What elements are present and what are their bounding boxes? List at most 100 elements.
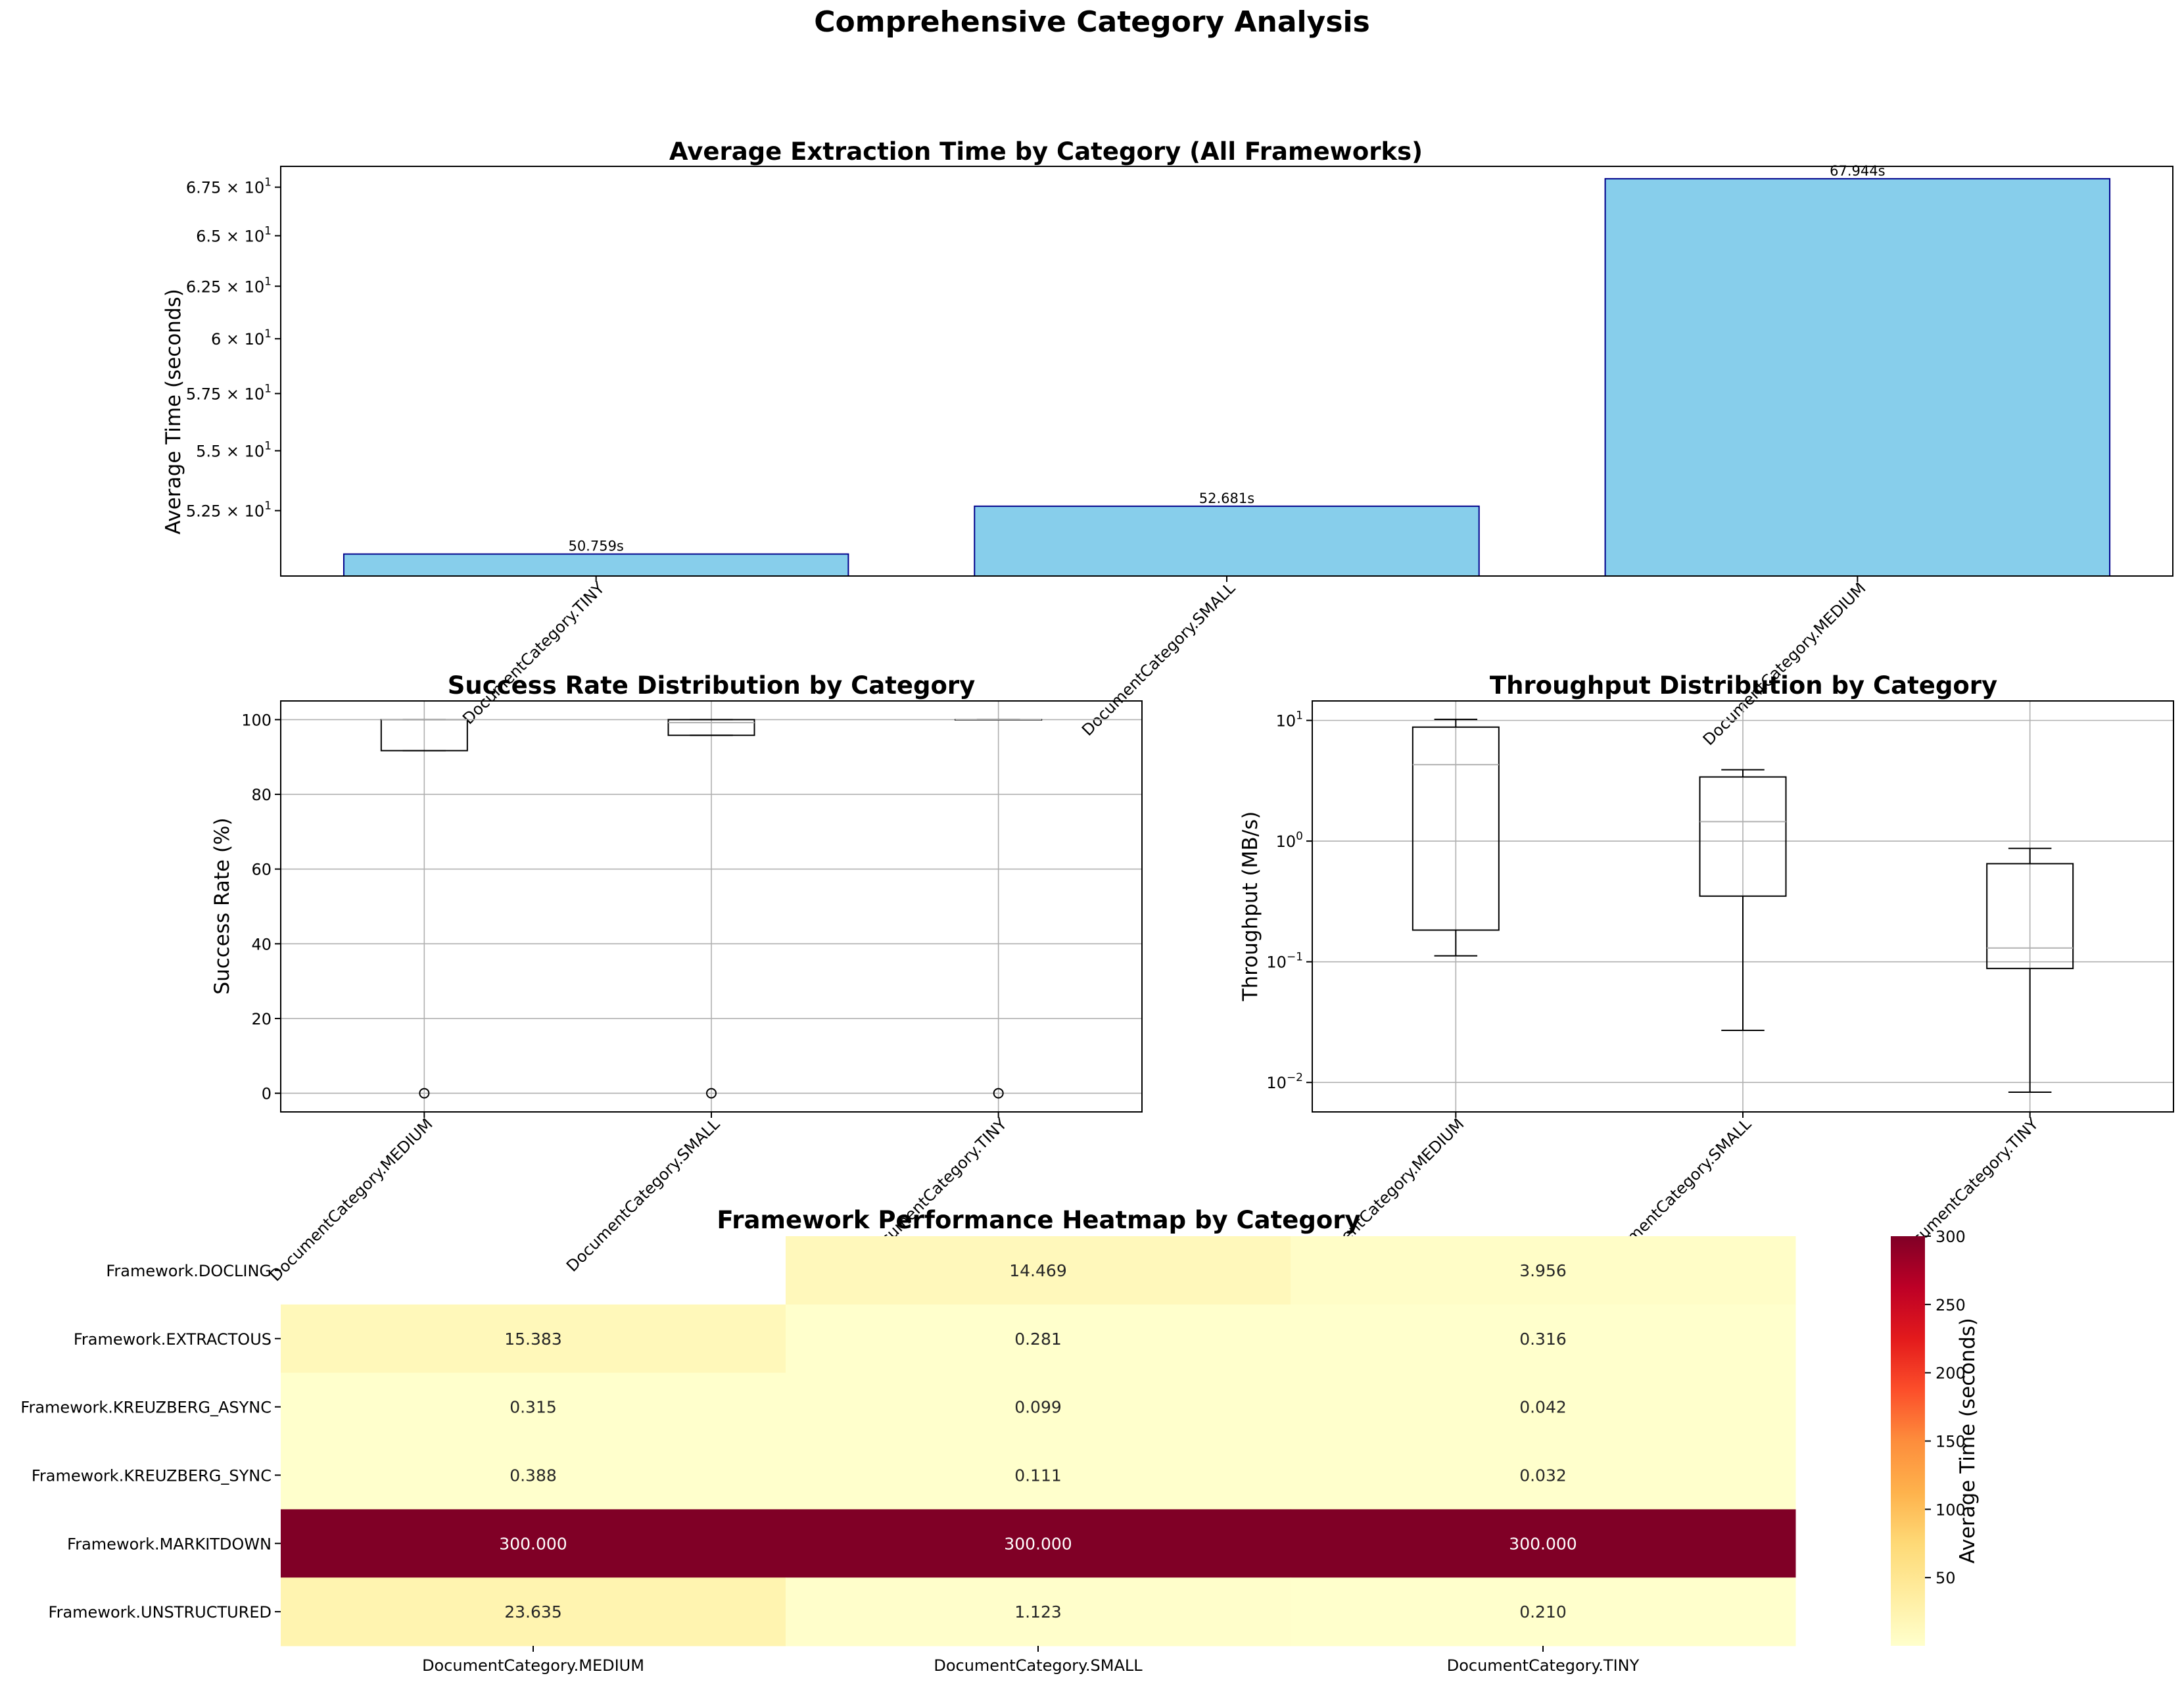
bar-chart-y-axis-label: Average Time (seconds) [162, 289, 185, 535]
y-tick-label: 20 [251, 1010, 272, 1028]
heatmap-cell [786, 1236, 1291, 1305]
heatmap-value-label: 3.956 [1519, 1261, 1567, 1280]
outlier-point [419, 1088, 430, 1099]
heatmap-value-label: 0.315 [510, 1398, 557, 1417]
x-tick-label: DocumentCategory.SMALL [1078, 579, 1239, 740]
heatmap-value-label: 0.316 [1519, 1330, 1567, 1349]
heatmap-panel: 14.469 3.956 15.383 0.281 0.316 0.315 0.099 0.0… [20, 1206, 1980, 1675]
bar-chart-frame [280, 166, 2173, 577]
y-tick-label: 60 [251, 861, 272, 879]
y-tick-label: 5.75 × 101 [186, 383, 272, 404]
heatmap-value-label: 0.111 [1014, 1466, 1062, 1485]
colorbar-tick-label: 50 [1935, 1569, 1956, 1587]
heatmap-value-label: 1.123 [1014, 1602, 1062, 1622]
box-iqr [1412, 726, 1500, 931]
box-documentcategory-medium [380, 719, 468, 1099]
x-tick-label: DocumentCategory.MEDIUM [1699, 579, 1870, 749]
heatmap-row-label: Framework.UNSTRUCTURED [49, 1603, 272, 1622]
y-tick-label: 6 × 101 [211, 327, 272, 348]
colorbar-tick-label: 300 [1935, 1228, 1966, 1246]
heatmap-title: Framework Performance Heatmap by Categor… [717, 1206, 1360, 1234]
heatmap-cell [281, 1372, 786, 1441]
bar-chart-panel: Average Extraction Time by Category (All… [162, 137, 2173, 749]
heatmap-value-label: 0.210 [1519, 1602, 1567, 1622]
colorbar-tick-label: 100 [1935, 1501, 1966, 1519]
heatmap-value-label: 23.635 [504, 1602, 561, 1622]
heatmap-cell [281, 1441, 786, 1510]
box-iqr [1986, 863, 2074, 969]
bar-chart-title: Average Extraction Time by Category (All… [669, 137, 1423, 166]
y-tick-label: 80 [251, 786, 272, 804]
y-tick-label: 6.5 × 101 [196, 225, 272, 246]
heatmap-value-label: 15.383 [504, 1330, 561, 1349]
y-tick-label: 6.25 × 101 [186, 275, 272, 296]
heatmap-row-label: Framework.DOCLING [106, 1262, 272, 1280]
heatmap-value-label: 300.000 [499, 1534, 567, 1553]
box-iqr [667, 719, 755, 736]
heatmap-cell [1291, 1509, 1796, 1578]
heatmap-cell [786, 1372, 1291, 1441]
heatmap-cell [281, 1509, 786, 1578]
y-tick-label: 10−1 [1266, 951, 1303, 972]
box-iqr [1699, 776, 1787, 897]
heatmap-value-label: 14.469 [1009, 1261, 1066, 1280]
box-documentcategory-small [1699, 769, 1787, 1032]
heatmap-cell [1291, 1577, 1796, 1646]
heatmap-cell [1291, 1441, 1796, 1510]
figure-title: Comprehensive Category Analysis [814, 5, 1370, 39]
y-tick-label: 100 [241, 711, 272, 729]
heatmap-value-label: 0.388 [510, 1466, 557, 1485]
heatmap-row-label: Framework.EXTRACTOUS [74, 1330, 272, 1349]
bar-data-label: 52.681s [1199, 491, 1254, 506]
x-tick-label: DocumentCategory.SMALL [563, 1115, 724, 1276]
y-tick-label: 101 [1276, 709, 1303, 731]
heatmap-cell [786, 1441, 1291, 1510]
heatmap-cell [281, 1577, 786, 1646]
y-tick-label: 40 [251, 935, 272, 953]
bar-documentcategory-tiny [343, 553, 849, 577]
heatmap-value-label: 300.000 [1509, 1534, 1577, 1553]
throughput-frame [1312, 700, 2174, 1113]
x-tick-label: DocumentCategory.MEDIUM [266, 1115, 437, 1285]
heatmap-value-label: 300.000 [1004, 1534, 1072, 1553]
heatmap-column-label: DocumentCategory.MEDIUM [422, 1656, 644, 1675]
heatmap-cell [786, 1509, 1291, 1578]
heatmap-value-label: 0.281 [1014, 1330, 1062, 1349]
heatmap-cell [281, 1304, 786, 1374]
bar-data-label: 50.759s [568, 539, 623, 554]
heatmap-row-label: Framework.KREUZBERG_ASYNC [20, 1399, 272, 1417]
heatmap-value-label: 0.042 [1519, 1398, 1567, 1417]
heatmap-value-label: 0.099 [1014, 1398, 1062, 1417]
throughput-boxplot-panel: Throughput Distribution by Category Thro… [1239, 671, 2174, 1285]
heatmap-column-label: DocumentCategory.SMALL [934, 1656, 1143, 1675]
y-tick-label: 5.5 × 101 [196, 440, 272, 461]
bar-documentcategory-small [974, 505, 1480, 577]
box-documentcategory-tiny [1986, 848, 2074, 1093]
heatmap-cell [786, 1577, 1291, 1646]
y-tick-label: 5.25 × 101 [186, 500, 272, 521]
heatmap-row-label: Framework.MARKITDOWN [67, 1535, 272, 1553]
colorbar-tick-label: 200 [1935, 1364, 1966, 1383]
throughput-y-axis-label: Throughput (MB/s) [1239, 811, 1262, 1002]
colorbar-tick-label: 150 [1935, 1433, 1966, 1451]
heatmap-value-label: 0.032 [1519, 1466, 1567, 1485]
throughput-title: Throughput Distribution by Category [1490, 671, 1997, 700]
x-tick-label: DocumentCategory.TINY [459, 579, 608, 728]
heatmap-column-label: DocumentCategory.TINY [1447, 1656, 1640, 1675]
outlier-point [993, 1088, 1004, 1099]
box-documentcategory-medium [1412, 719, 1500, 957]
box-documentcategory-tiny [955, 719, 1043, 1099]
heatmap-cell [1291, 1372, 1796, 1441]
y-tick-label: 0 [262, 1085, 272, 1103]
heatmap-cell [1291, 1304, 1796, 1374]
colorbar-tick-label: 250 [1935, 1296, 1966, 1314]
heatmap-row-label: Framework.KREUZBERG_SYNC [32, 1466, 272, 1485]
y-tick-label: 10−2 [1266, 1071, 1303, 1092]
y-tick-label: 6.75 × 101 [186, 176, 272, 197]
heatmap-cell [1291, 1236, 1796, 1305]
bar-documentcategory-medium [1604, 178, 2111, 577]
success-rate-frame [280, 700, 1143, 1113]
success-rate-title: Success Rate Distribution by Category [448, 671, 976, 700]
outlier-point [706, 1088, 717, 1099]
colorbar-label: Average Time (seconds) [1956, 1318, 1980, 1564]
